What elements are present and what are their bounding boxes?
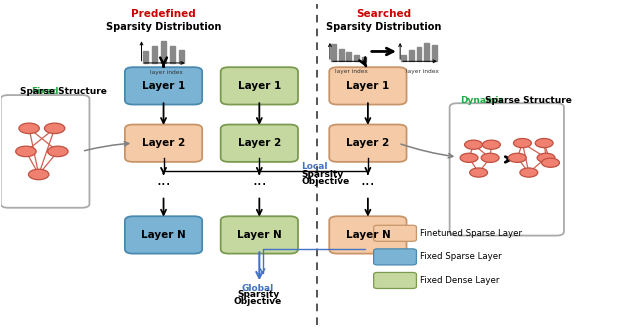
Text: Sparse Structure: Sparse Structure [20,88,107,96]
FancyBboxPatch shape [221,216,298,254]
Circle shape [483,140,500,149]
Bar [409,50,414,61]
Text: Layer 1: Layer 1 [142,81,185,91]
Circle shape [16,146,36,157]
Bar [417,47,421,61]
Text: Global: Global [242,285,274,293]
Circle shape [508,153,526,163]
FancyBboxPatch shape [374,225,417,241]
Bar [424,43,429,61]
Text: Layer N: Layer N [141,230,186,240]
Text: Local: Local [301,162,328,171]
Text: Sparse Structure: Sparse Structure [485,95,572,105]
FancyBboxPatch shape [125,125,202,162]
Bar [339,48,344,61]
Text: layer index: layer index [150,70,183,75]
Text: layer index: layer index [335,68,369,73]
Circle shape [520,168,538,177]
FancyBboxPatch shape [329,125,406,162]
Circle shape [465,140,483,149]
Text: Layer 2: Layer 2 [237,138,281,148]
Bar [362,57,366,61]
FancyBboxPatch shape [221,67,298,105]
Bar [152,46,157,63]
Circle shape [19,123,39,134]
Text: Layer 1: Layer 1 [346,81,390,91]
Text: Layer 2: Layer 2 [346,138,390,148]
FancyBboxPatch shape [329,216,406,254]
Text: Fixed: Fixed [31,88,59,96]
Text: Layer N: Layer N [346,230,390,240]
Text: Finetuned Sparse Layer: Finetuned Sparse Layer [420,229,522,238]
Text: ···: ··· [252,178,267,193]
Text: Sparsity Distribution: Sparsity Distribution [106,22,221,32]
FancyBboxPatch shape [1,95,90,208]
Text: Objective: Objective [301,177,349,186]
FancyBboxPatch shape [125,67,202,105]
Circle shape [541,158,559,167]
Bar [170,46,175,63]
FancyBboxPatch shape [450,103,564,236]
Text: Layer 1: Layer 1 [237,81,281,91]
FancyBboxPatch shape [374,272,417,289]
Text: ···: ··· [156,178,171,193]
FancyBboxPatch shape [329,67,406,105]
Circle shape [537,153,555,163]
FancyBboxPatch shape [221,125,298,162]
Circle shape [28,169,49,180]
Bar [432,45,436,61]
Circle shape [513,139,531,148]
Text: Objective: Objective [234,297,282,306]
Text: layer index: layer index [406,68,438,73]
Circle shape [460,153,478,163]
Bar [179,50,184,63]
Text: Fixed Dense Layer: Fixed Dense Layer [420,276,500,285]
Circle shape [44,123,65,134]
Bar [161,41,166,63]
Bar [346,52,351,61]
Bar [354,55,358,61]
Text: Layer N: Layer N [237,230,282,240]
Circle shape [47,146,68,157]
Text: ···: ··· [360,178,375,193]
Bar [143,51,148,63]
Text: Sparsity: Sparsity [237,291,279,299]
Text: Sparsity: Sparsity [301,169,344,179]
FancyBboxPatch shape [374,249,417,265]
Text: Sparsity Distribution: Sparsity Distribution [326,22,442,32]
Bar [401,55,406,61]
Text: Fixed Sparse Layer: Fixed Sparse Layer [420,252,502,261]
Text: Dynamic: Dynamic [460,95,504,105]
Circle shape [470,168,488,177]
Text: Layer 2: Layer 2 [142,138,185,148]
Text: Searched: Searched [356,9,412,19]
Text: Predefined: Predefined [131,9,196,19]
Circle shape [481,153,499,163]
Circle shape [535,139,553,148]
Bar [331,44,336,61]
FancyBboxPatch shape [125,216,202,254]
